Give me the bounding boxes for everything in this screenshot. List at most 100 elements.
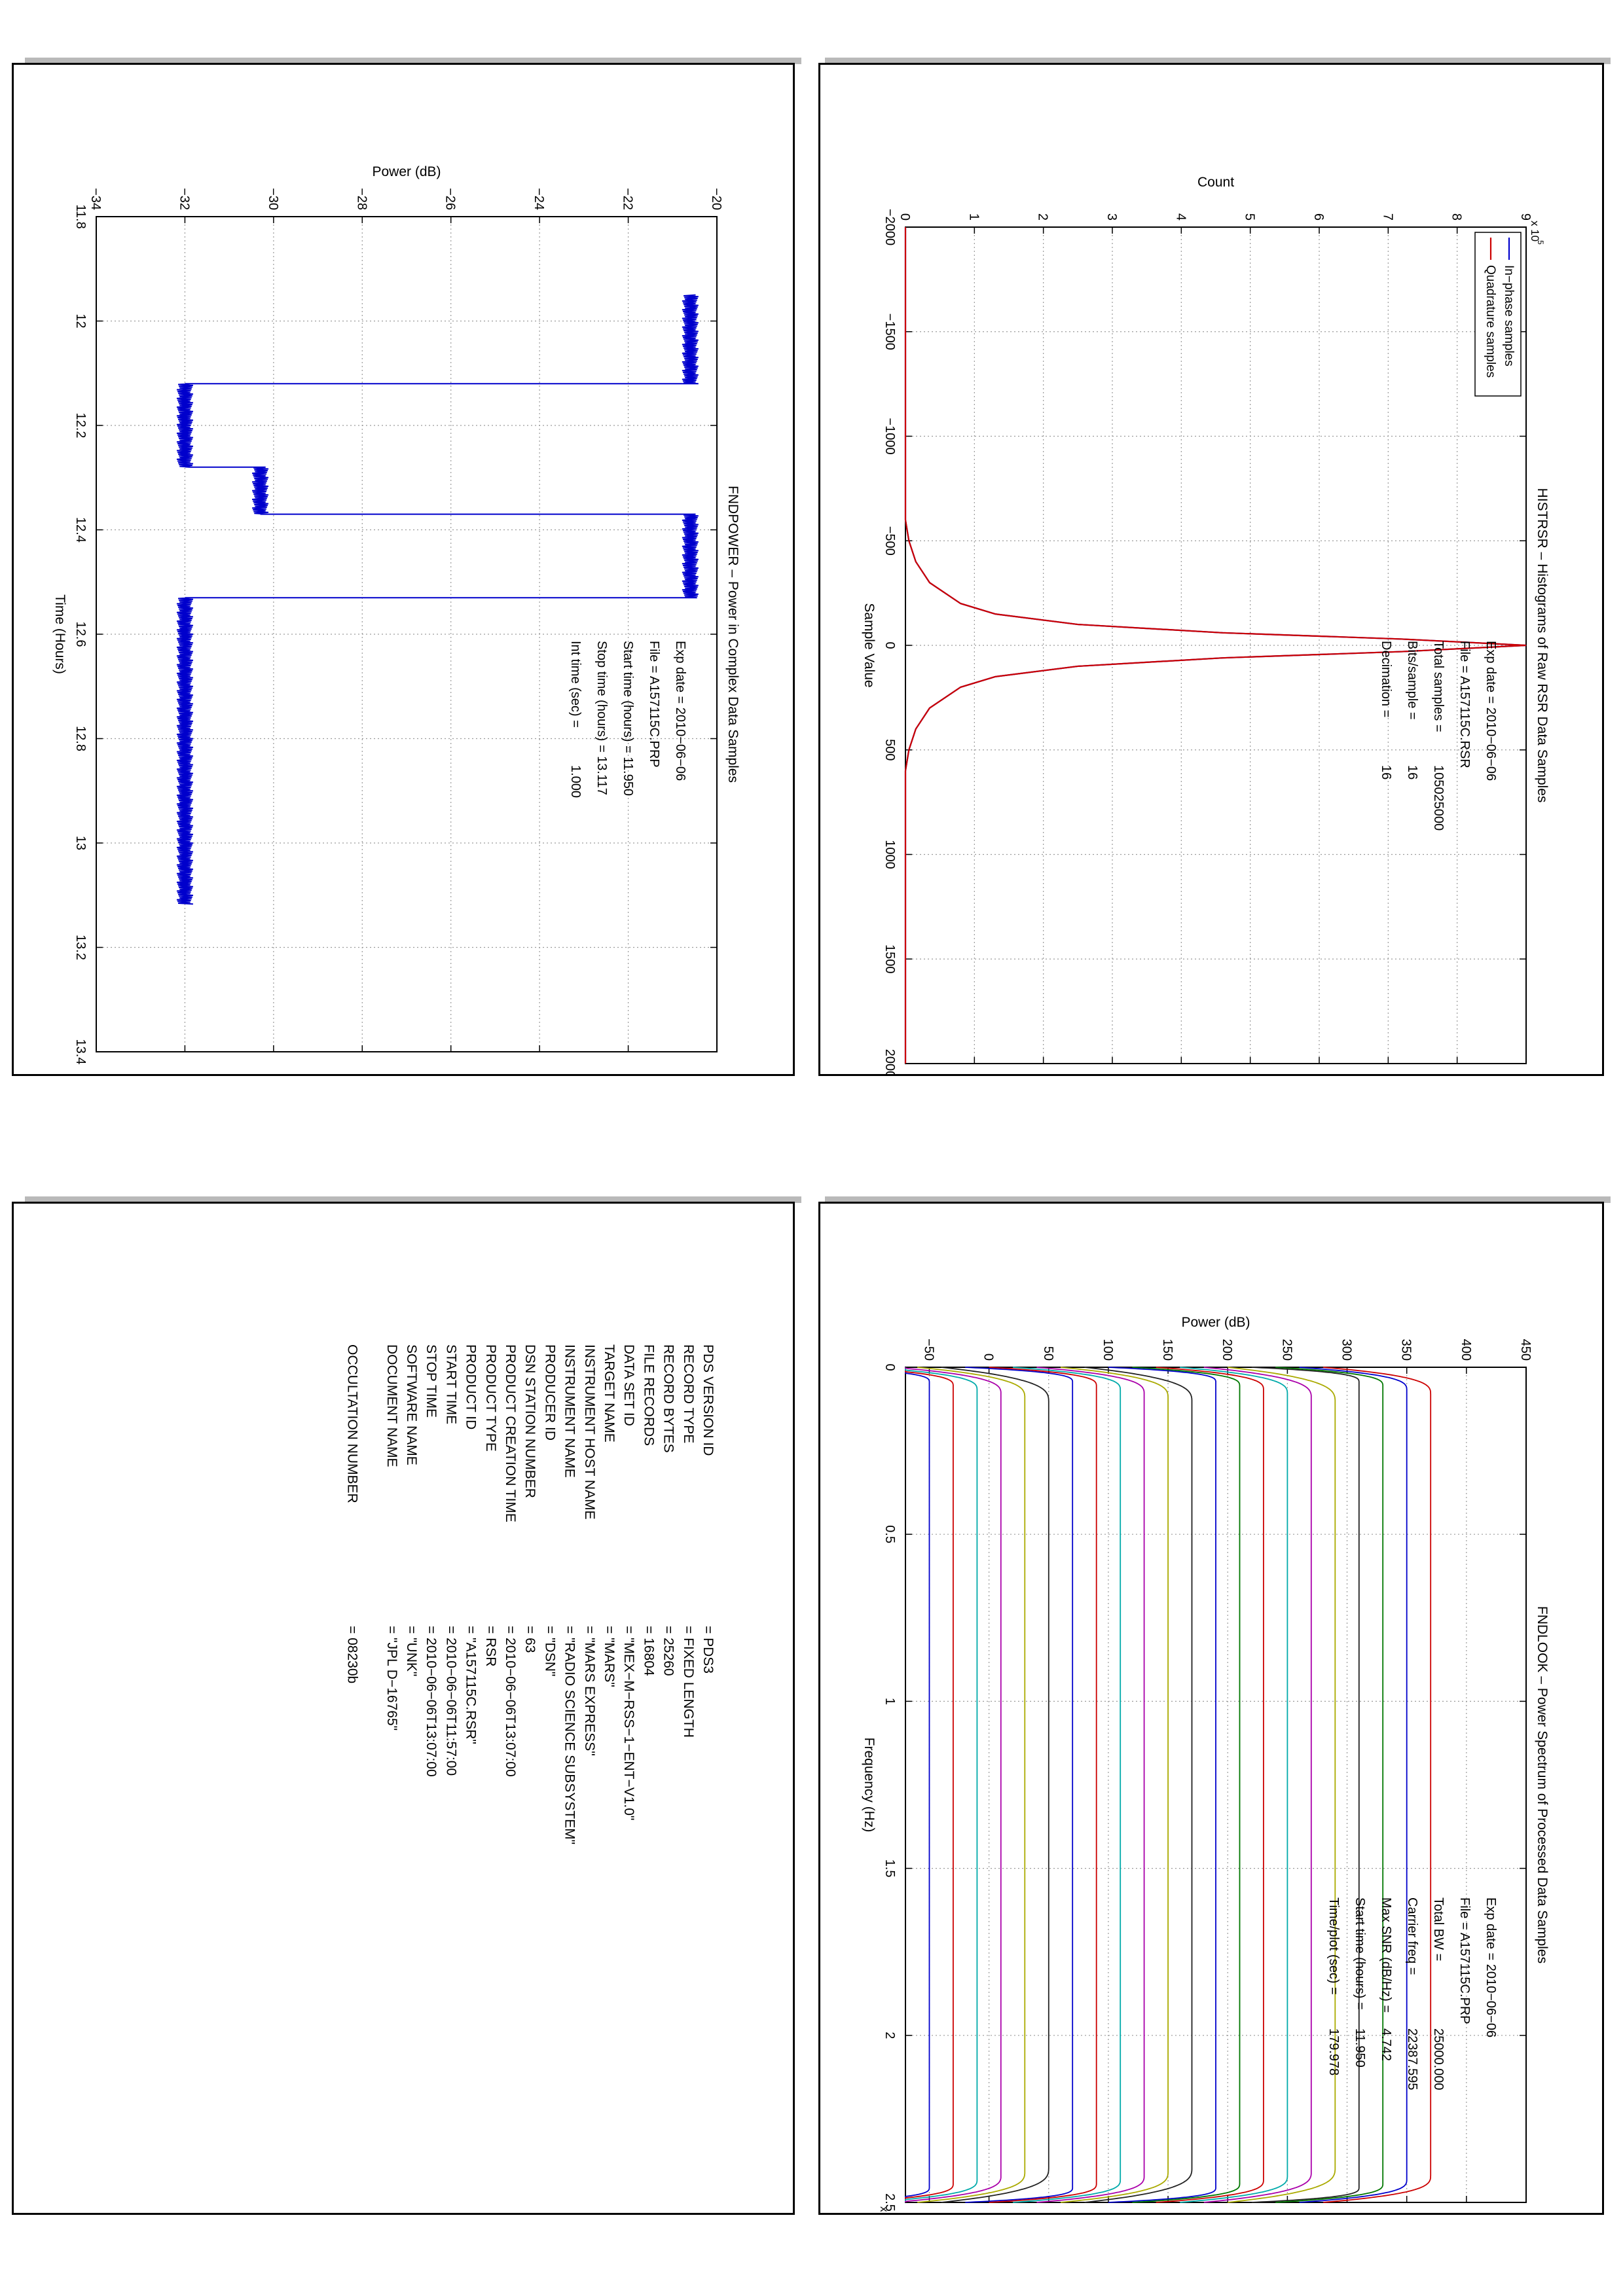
- x-tick-label: 1: [883, 1698, 897, 1705]
- annotation-label: Start time (hours) =: [1353, 1897, 1367, 2010]
- annotation-label: File = A157115C.PRP: [647, 641, 661, 768]
- label-key: FILE RECORDS: [641, 1344, 656, 1446]
- y-tick-label: −32: [177, 188, 191, 210]
- x-axis-label: Sample Value: [862, 603, 877, 687]
- chart-title: FNDLOOK – Power Spectrum of Processed Da…: [1535, 1606, 1550, 1964]
- spectrum-trace-5: [941, 1367, 1049, 2203]
- label-key: TARGET NAME: [602, 1344, 617, 1443]
- label-value: = 2010−06−06T11:57:00: [443, 1626, 458, 1776]
- spectrum-trace-0: [905, 1367, 930, 2202]
- annotation-label: File = A157115C.RSR: [1457, 641, 1472, 768]
- label-key: PRODUCT TYPE: [483, 1344, 498, 1452]
- y-tick-label: 0: [898, 213, 912, 221]
- label-value: = "DSN": [542, 1626, 557, 1676]
- label-value: = PDS3: [701, 1626, 716, 1674]
- label-key: PRODUCT CREATION TIME: [503, 1344, 518, 1522]
- x-tick-label: 2: [883, 2032, 897, 2039]
- y-tick-label: 450: [1518, 1339, 1533, 1361]
- x-tick-label: 1.5: [883, 1859, 897, 1878]
- annotation-value: 105025000: [1431, 765, 1446, 831]
- y-tick-label: −50: [921, 1338, 936, 1361]
- spectrum-trace-13: [1132, 1367, 1241, 2203]
- y-tick-label: 250: [1279, 1339, 1294, 1361]
- x-multiplier: x 10: [878, 2206, 890, 2213]
- x-tick-label: 2.5: [883, 2193, 897, 2212]
- y-tick-label: 0: [981, 1354, 996, 1361]
- y-tick-label: 150: [1160, 1339, 1175, 1361]
- label-key: STOP TIME: [424, 1344, 439, 1418]
- chart-title: HISTRSR – Histograms of Raw RSR Data Sam…: [1535, 488, 1550, 803]
- x-tick-label: 12: [73, 314, 88, 328]
- annotation-label: Exp date = 2010−06−06: [673, 641, 687, 781]
- y-tick-label: 100: [1101, 1339, 1115, 1361]
- spectrum-trace-3: [905, 1367, 1002, 2202]
- label-value: = RSR: [483, 1626, 498, 1666]
- label-key: PRODUCER ID: [542, 1344, 557, 1441]
- series-line-1: [904, 227, 1527, 1064]
- label-key: PRODUCT ID: [464, 1344, 479, 1429]
- annotation-label: Int time (sec) =: [568, 641, 583, 728]
- y-tick-label: 300: [1340, 1339, 1354, 1361]
- annotation-value: 11.950: [1353, 2028, 1367, 2068]
- label-key: DATA SET ID: [621, 1344, 636, 1426]
- label-value: = "A157115C.RSR": [464, 1626, 479, 1744]
- spectrum-trace-15: [1180, 1367, 1288, 2203]
- y-tick-label: 350: [1399, 1339, 1413, 1361]
- label-value: = "RADIO SCIENCE SUBSYSTEM": [562, 1626, 577, 1844]
- legend-box: [1474, 232, 1522, 397]
- annotation-label: Start time (hours) = 11.950: [621, 641, 635, 796]
- annotation-value: 4.742: [1379, 2028, 1393, 2061]
- annotation-label: Total BW =: [1431, 1897, 1446, 1961]
- annotation-label: Exp date = 2010−06−06: [1484, 1897, 1498, 2037]
- y-tick-label: −30: [266, 188, 280, 210]
- y-tick-label: 7: [1380, 213, 1395, 221]
- annotation-value: 16: [1405, 765, 1419, 780]
- label-value: = "MEX−M−RSS−1−ENT−V1.0": [621, 1626, 636, 1820]
- annotation-value: 25000.000: [1431, 2028, 1446, 2090]
- spectrum-trace-19: [1275, 1367, 1384, 2203]
- y-tick-label: 9: [1518, 213, 1533, 221]
- x-tick-label: −1000: [883, 418, 897, 454]
- spectrum-trace-8: [1013, 1367, 1122, 2203]
- x-tick-label: 12.8: [73, 726, 88, 751]
- x-tick-label: 0.5: [883, 1525, 897, 1543]
- label-panel: PDS VERSION ID = PDS3 RECORD TYPE = FIXED L…: [12, 1202, 795, 2215]
- y-tick-label: −24: [532, 188, 546, 210]
- legend-label-1: Quadrature samples: [1484, 265, 1497, 378]
- y-tick-label: 8: [1450, 213, 1464, 221]
- x-tick-label: 0: [883, 1363, 897, 1371]
- label-value: = 2010−06−06T13:07:00: [503, 1626, 518, 1777]
- y-tick-label: 4: [1173, 213, 1188, 221]
- y-tick-label: 6: [1311, 213, 1326, 221]
- spectrum-trace-11: [1084, 1367, 1193, 2203]
- x-axis-label: Frequency (Hz): [862, 1738, 877, 1833]
- y-tick-label: 400: [1459, 1339, 1473, 1361]
- y-exponent: 5: [1536, 240, 1545, 245]
- power-trace: [176, 294, 699, 905]
- y-axis-label: Power (dB): [1181, 1315, 1250, 1330]
- y-tick-label: 3: [1104, 213, 1119, 221]
- spectrum-chart: 0 0.5 1 1.5 2 2.5 −50 0 50 100 150 200 250 300 350 400 4…: [862, 1315, 1550, 2213]
- y-tick-label: −28: [354, 188, 369, 210]
- x-axis-label: Time (Hours): [52, 594, 67, 674]
- y-tick-label: −20: [709, 188, 723, 210]
- label-value: = FIXED LENGTH: [681, 1626, 696, 1738]
- chart-title: FNDPOWER – Power in Complex Data Samples: [725, 486, 740, 783]
- y-tick-label: −22: [621, 188, 635, 210]
- spectrum-trace-10: [1060, 1367, 1169, 2203]
- x-tick-label: −1500: [883, 314, 897, 350]
- spectrum-trace-12: [1108, 1367, 1216, 2203]
- legend-label-0: In−phase samples: [1502, 265, 1516, 367]
- y-tick-label: 5: [1243, 213, 1257, 221]
- spectrum-trace-4: [917, 1367, 1026, 2203]
- y-tick-label: 50: [1041, 1346, 1055, 1361]
- spectrum-trace-20: [1299, 1367, 1408, 2203]
- label-value: = 2010−06−06T13:07:00: [424, 1626, 439, 1777]
- label-key: DSN STATION NUMBER: [522, 1344, 538, 1498]
- x-tick-label: 1000: [883, 840, 897, 869]
- y-multiplier: x 10: [1529, 221, 1541, 242]
- plot-frame: [905, 1367, 1527, 2203]
- label-key: SOFTWARE NAME: [404, 1344, 419, 1465]
- spectrum-trace-9: [1036, 1367, 1145, 2203]
